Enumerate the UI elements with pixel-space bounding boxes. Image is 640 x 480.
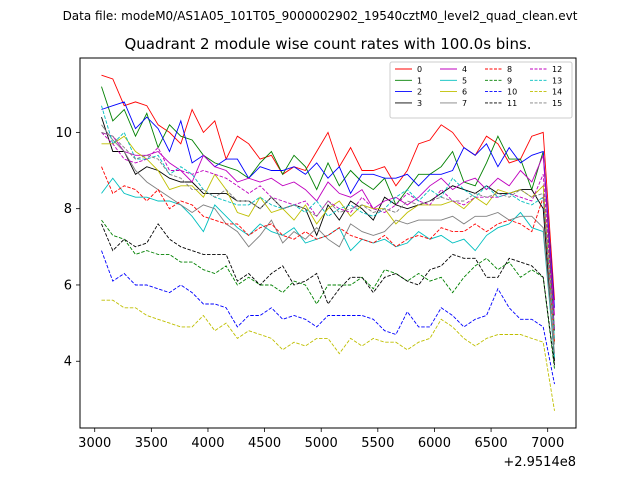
legend-label-6: 6 xyxy=(462,88,467,97)
x-tick-label: 4500 xyxy=(248,436,281,451)
series-11-line xyxy=(101,223,555,366)
legend-label-0: 0 xyxy=(417,65,422,74)
series-13-line xyxy=(101,105,555,339)
series-14-line xyxy=(101,299,555,411)
legend-label-9: 9 xyxy=(507,76,512,85)
axes-background xyxy=(80,58,576,428)
series-8-line xyxy=(101,166,555,343)
x-tick-label: 3000 xyxy=(78,436,111,451)
y-tick-label: 8 xyxy=(64,202,72,217)
x-tick-label: 6500 xyxy=(475,436,508,451)
legend-label-1: 1 xyxy=(417,76,422,85)
x-offset-label: +2.9514e8 xyxy=(503,455,576,470)
y-tick-label: 4 xyxy=(64,355,72,370)
plot-area: 3000 3500 4000 4500 5000 5500 6000 6500 7000 4 6 8… xyxy=(55,57,577,470)
series-7-line xyxy=(101,124,555,354)
series-2-line xyxy=(101,101,555,308)
legend-frame xyxy=(389,61,573,119)
x-tick-label: 5500 xyxy=(361,436,394,451)
y-tick-label: 10 xyxy=(55,126,72,141)
chart-title: Quadrant 2 module wise count rates with … xyxy=(124,35,531,53)
series-0-line xyxy=(101,74,555,301)
legend-label-4: 4 xyxy=(462,65,467,74)
legend-label-8: 8 xyxy=(507,65,512,74)
series-6-line xyxy=(101,135,555,343)
legend-label-14: 14 xyxy=(552,88,562,97)
legend-label-10: 10 xyxy=(507,88,517,97)
series-9-line xyxy=(101,219,555,369)
legend-label-3: 3 xyxy=(417,99,422,108)
axes-frame xyxy=(79,57,577,429)
y-tick-label: 6 xyxy=(64,278,72,293)
legend-label-13: 13 xyxy=(552,76,562,85)
series-1-line xyxy=(101,86,555,331)
legend-label-7: 7 xyxy=(462,99,467,108)
legend-label-2: 2 xyxy=(417,88,422,97)
x-tick-label: 7000 xyxy=(531,436,564,451)
x-tick-label: 5000 xyxy=(305,436,338,451)
suptitle: Data file: modeM0/AS1A05_101T05_90000029… xyxy=(63,9,578,23)
x-tick-label: 4000 xyxy=(191,436,224,451)
legend-label-15: 15 xyxy=(552,99,562,108)
series-3-line xyxy=(101,116,555,362)
x-tick-label: 3500 xyxy=(135,436,168,451)
legend-label-12: 12 xyxy=(552,65,562,74)
series-10-line xyxy=(101,250,555,385)
y-axis: 4 6 8 10 xyxy=(55,126,80,370)
legend-label-5: 5 xyxy=(462,76,467,85)
series-layer xyxy=(101,74,555,411)
x-axis: 3000 3500 4000 4500 5000 5500 6000 6500 7000 xyxy=(78,428,564,451)
legend-label-11: 11 xyxy=(507,99,517,108)
x-tick-label: 6000 xyxy=(418,436,451,451)
series-15-line xyxy=(101,131,555,347)
series-4-line xyxy=(101,131,555,316)
